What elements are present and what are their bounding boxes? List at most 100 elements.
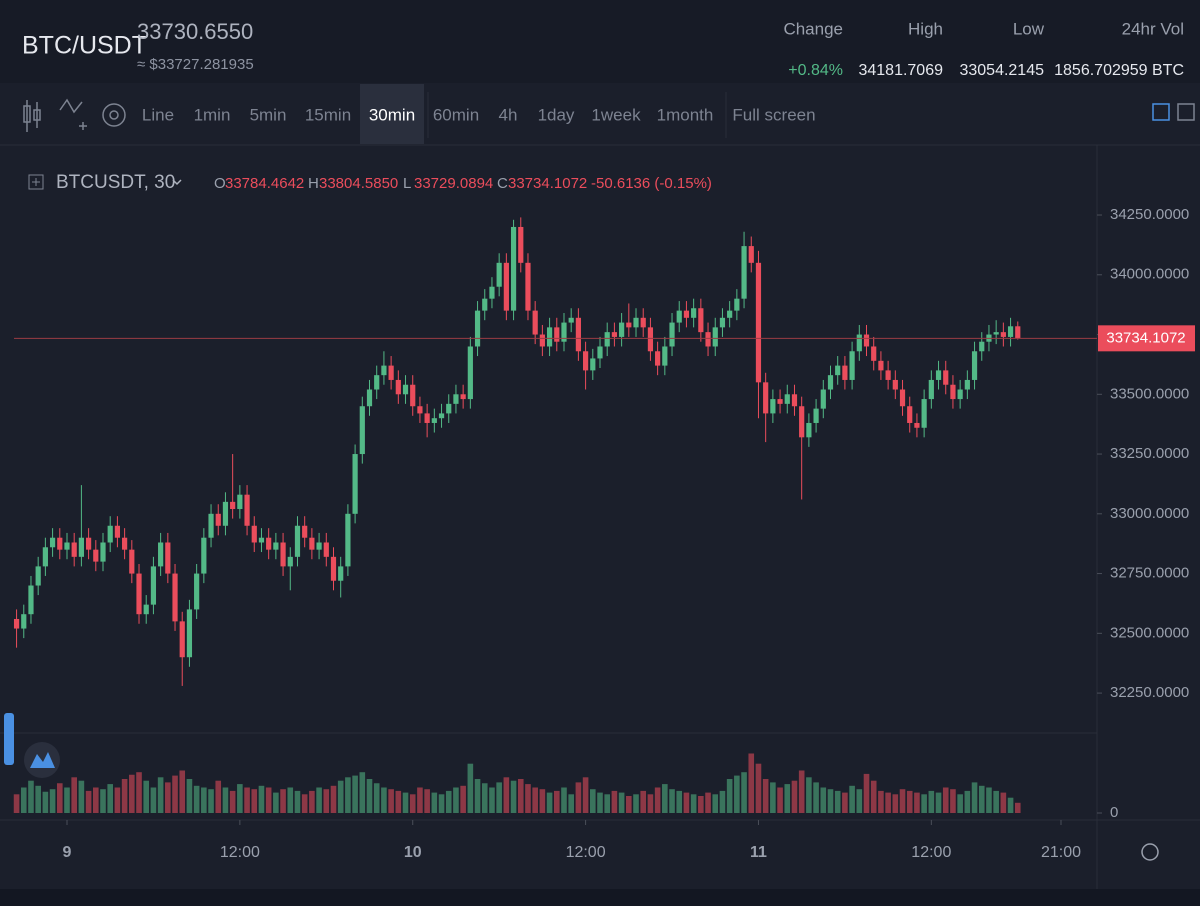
- interval-button[interactable]: 15min: [305, 105, 351, 124]
- volume-bar: [899, 789, 906, 813]
- candle-body: [518, 226, 524, 263]
- volume-bar: [539, 789, 546, 813]
- interval-button[interactable]: Line: [142, 105, 174, 124]
- volume-bar: [921, 794, 927, 813]
- candle-body: [194, 573, 200, 610]
- volume-bar: [172, 775, 178, 813]
- stat-label: Change: [783, 19, 843, 38]
- interval-button[interactable]: 1month: [657, 105, 714, 124]
- volume-bar: [806, 777, 812, 813]
- side-panel-tab[interactable]: [4, 713, 14, 765]
- candle-body: [266, 537, 272, 550]
- candle-body: [611, 332, 618, 337]
- legend-prefix: L: [403, 175, 411, 192]
- volume-bar: [849, 785, 855, 813]
- volume-bar: [309, 790, 315, 813]
- candle-body: [136, 573, 142, 615]
- toolbar-icons: [23, 98, 126, 132]
- candle-body: [345, 513, 351, 567]
- y-tick-label: 34000.0000: [1110, 266, 1189, 283]
- candle-body: [453, 394, 459, 404]
- volume-bar: [337, 780, 344, 813]
- candle-body: [100, 542, 106, 562]
- volume-bar: [604, 794, 611, 813]
- volume-bar: [496, 782, 502, 813]
- volume-bar: [582, 777, 589, 813]
- candle-body: [590, 358, 596, 371]
- candle-body: [705, 332, 711, 347]
- candle-body: [777, 399, 783, 404]
- candle-body: [835, 365, 841, 376]
- volume-bar: [503, 777, 510, 813]
- volume-bar: [489, 787, 495, 813]
- volume-bar: [510, 780, 517, 813]
- volume-bar: [222, 787, 229, 813]
- candle-icon[interactable]: [23, 100, 41, 132]
- last-price: 33730.6550: [137, 19, 253, 44]
- candle-body: [42, 547, 48, 567]
- candle-body: [21, 614, 27, 629]
- stat-value: 34181.7069: [858, 62, 943, 79]
- volume-bar: [258, 785, 265, 813]
- volume-bar: [856, 789, 863, 813]
- interval-button[interactable]: 4h: [499, 105, 518, 124]
- volume-bar: [402, 792, 409, 813]
- candle-body: [597, 346, 603, 359]
- candle-body: [273, 542, 279, 550]
- interval-button[interactable]: 5min: [250, 105, 287, 124]
- candle-body: [381, 365, 387, 376]
- fullscreen-button[interactable]: Full screen: [732, 105, 815, 124]
- candle-body: [338, 566, 344, 581]
- x-tick-label: 12:00: [220, 844, 260, 861]
- interval-button[interactable]: 1min: [194, 105, 231, 124]
- chart-settings-button[interactable]: [1141, 843, 1159, 861]
- volume-bar: [352, 775, 358, 813]
- volume-bar: [705, 792, 711, 813]
- volume-bar: [280, 789, 286, 813]
- candle-body: [582, 351, 589, 371]
- pair: BTC/USDT: [22, 32, 147, 60]
- stat-label: High: [908, 19, 943, 38]
- candle-body: [237, 494, 243, 510]
- volume-bar: [971, 782, 978, 813]
- indicator-icon[interactable]: [59, 98, 87, 130]
- stat-label: Low: [1013, 19, 1045, 38]
- last-price-tag: [1098, 325, 1195, 352]
- candle-body: [28, 585, 34, 615]
- active-interval-bg: [360, 84, 424, 144]
- candle-body: [856, 334, 862, 352]
- candle-body: [662, 346, 668, 366]
- interval-button[interactable]: 1day: [538, 105, 575, 124]
- candle-body: [950, 384, 956, 400]
- volume-bar: [157, 777, 164, 813]
- volume-bar: [287, 787, 294, 813]
- candle-body: [568, 317, 574, 323]
- footer-strip: [0, 889, 1200, 901]
- candle-view-button[interactable]: [1152, 103, 1170, 121]
- stat-value: +0.84%: [788, 62, 843, 79]
- volume-bar: [784, 784, 791, 813]
- candle-body: [431, 418, 437, 423]
- volume-bar: [532, 787, 538, 813]
- candle-body: [107, 525, 113, 543]
- logo-mark: [30, 752, 55, 768]
- candle-body: [626, 322, 632, 328]
- interval-button[interactable]: 30min: [369, 105, 415, 124]
- interval-button[interactable]: 1week: [591, 105, 641, 124]
- x-tick-label: 11: [750, 844, 767, 861]
- x-tick-label: 9: [63, 844, 72, 861]
- interval-button[interactable]: 60min: [433, 105, 479, 124]
- candle-body: [446, 403, 452, 414]
- volume-bar: [467, 763, 474, 813]
- depth-view-button[interactable]: [1177, 103, 1195, 121]
- volume-bar: [568, 794, 574, 813]
- candle-body: [35, 566, 41, 586]
- volume-bar: [928, 790, 935, 813]
- settings-icon[interactable]: [102, 103, 126, 127]
- expand-icon: [28, 174, 44, 190]
- volume-bar: [712, 794, 719, 813]
- candle-body: [770, 399, 776, 414]
- candle-body: [971, 351, 978, 380]
- volume-bar: [1014, 802, 1021, 813]
- volume-bar: [741, 772, 747, 813]
